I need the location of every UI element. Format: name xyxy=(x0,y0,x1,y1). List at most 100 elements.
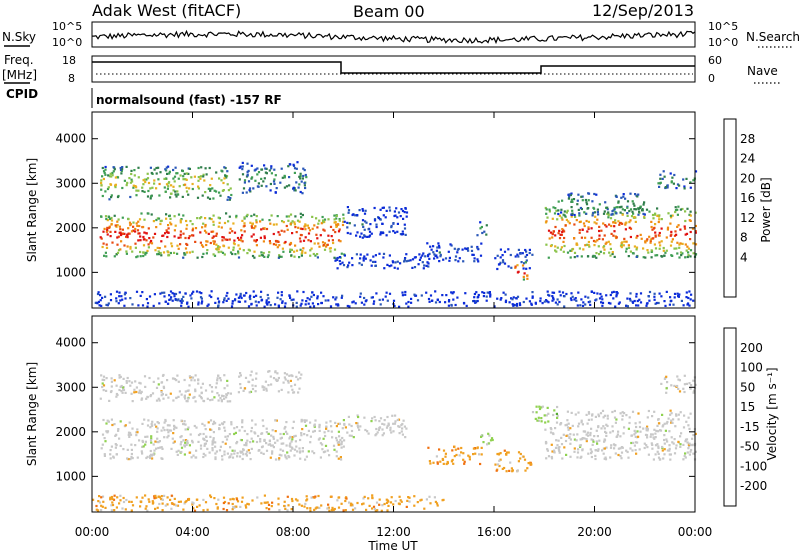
velocity-cell xyxy=(309,421,312,424)
power-cell xyxy=(113,214,116,217)
power-cell xyxy=(326,243,329,246)
power-cell xyxy=(107,186,110,189)
velocity-cell xyxy=(268,370,271,373)
power-cell xyxy=(302,247,305,250)
power-cell xyxy=(199,175,202,178)
power-cell xyxy=(589,303,592,306)
velocity-cell xyxy=(195,449,198,452)
velocity-cell xyxy=(569,442,572,445)
power-cell xyxy=(563,244,566,248)
velocity-cell xyxy=(682,458,685,461)
power-cell xyxy=(552,230,555,233)
power-cell xyxy=(569,193,572,197)
velocity-cell xyxy=(151,420,154,423)
power-cell xyxy=(227,246,230,249)
power-cell xyxy=(311,302,314,305)
power-cell xyxy=(118,231,121,234)
velocity-cell xyxy=(567,422,570,425)
velocity-cell xyxy=(664,376,667,380)
power-cell xyxy=(201,255,204,259)
power-cell xyxy=(545,299,548,302)
power-cell xyxy=(144,180,147,184)
power-cell xyxy=(637,208,640,211)
power-cell xyxy=(442,258,445,261)
velocity-cell xyxy=(139,505,142,508)
power-cell xyxy=(321,215,324,219)
power-cell xyxy=(116,224,119,227)
colorbar-tick-label: 15 xyxy=(740,400,755,414)
power-cell xyxy=(426,261,429,264)
power-cell xyxy=(196,196,200,199)
velocity-cell xyxy=(613,409,616,413)
power-cell xyxy=(179,219,182,222)
power-cell xyxy=(172,185,175,188)
power-cell xyxy=(556,303,559,306)
velocity-cell xyxy=(347,415,350,418)
velocity-cell xyxy=(650,442,653,445)
power-cell xyxy=(107,215,110,218)
velocity-cell xyxy=(193,509,197,512)
power-cell xyxy=(338,218,341,221)
freq-left-tick-bottom: 8 xyxy=(68,72,75,85)
velocity-cell xyxy=(392,503,395,506)
velocity-cell xyxy=(596,435,599,438)
power-cell xyxy=(642,247,645,250)
velocity-cell xyxy=(202,399,205,402)
velocity-cell xyxy=(291,426,294,430)
velocity-cell xyxy=(348,434,351,437)
power-cell xyxy=(560,208,563,211)
velocity-cell xyxy=(364,428,367,432)
power-cell xyxy=(296,290,299,293)
power-cell xyxy=(328,247,331,250)
power-cell xyxy=(187,172,190,175)
velocity-cell xyxy=(109,496,112,499)
velocity-cell xyxy=(270,505,273,508)
power-cell xyxy=(225,175,229,178)
velocity-cell xyxy=(634,422,637,425)
power-cell xyxy=(184,247,188,250)
power-cell xyxy=(475,291,478,294)
velocity-cell xyxy=(277,503,280,506)
power-cell xyxy=(343,254,346,257)
velocity-cell xyxy=(688,427,691,430)
power-cell xyxy=(453,247,456,250)
velocity-cell xyxy=(591,414,594,417)
power-cell xyxy=(629,227,633,230)
velocity-cell xyxy=(689,450,692,453)
power-cell xyxy=(305,300,308,303)
y-tick-label: 3000 xyxy=(55,176,86,190)
power-cell xyxy=(135,222,138,225)
power-cell xyxy=(378,298,381,301)
velocity-cell xyxy=(239,505,242,508)
velocity-cell xyxy=(260,446,264,449)
power-cell xyxy=(217,248,220,251)
velocity-cell xyxy=(271,444,274,447)
velocity-cell xyxy=(554,427,557,430)
velocity-cell xyxy=(270,444,273,447)
velocity-cell xyxy=(661,449,664,452)
power-cell xyxy=(215,247,218,251)
velocity-cell xyxy=(342,445,345,448)
power-cell xyxy=(115,297,118,300)
power-cell xyxy=(275,187,278,190)
power-cell xyxy=(633,204,636,207)
power-cell xyxy=(570,198,573,201)
power-cell xyxy=(683,187,686,190)
power-cell xyxy=(525,267,528,270)
power-cell xyxy=(457,247,460,251)
power-cell xyxy=(182,178,185,181)
power-cell xyxy=(390,264,393,267)
velocity-cell xyxy=(290,440,293,443)
power-cell xyxy=(575,299,578,302)
power-cell xyxy=(585,212,588,215)
velocity-cell xyxy=(211,442,214,445)
power-cell xyxy=(126,181,129,184)
power-cell xyxy=(335,257,338,260)
power-cell xyxy=(580,195,583,198)
velocity-cell xyxy=(236,440,239,444)
colorbar-tick-label: -100 xyxy=(740,459,767,473)
power-cell xyxy=(539,297,542,300)
velocity-cell xyxy=(386,509,389,512)
velocity-cell xyxy=(239,386,242,389)
power-cell xyxy=(645,239,648,242)
